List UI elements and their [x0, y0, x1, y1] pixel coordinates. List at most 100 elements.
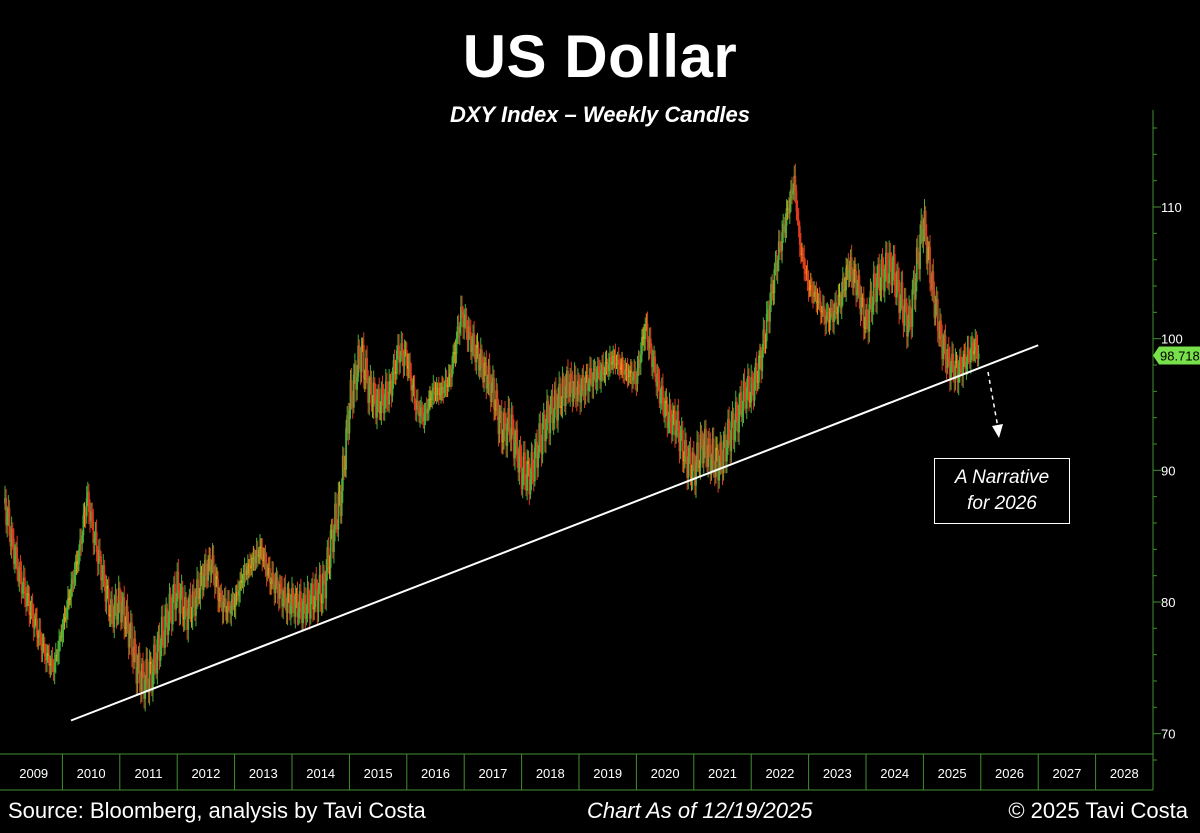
candle-body — [956, 363, 959, 383]
candle-body — [655, 376, 658, 387]
candle-body — [323, 573, 325, 580]
candle-body — [841, 278, 844, 294]
candle-body — [372, 382, 375, 407]
candle-body — [881, 259, 884, 269]
candle-body — [164, 615, 166, 648]
candle-body — [62, 619, 65, 630]
candle-body — [666, 403, 669, 428]
candle-body — [799, 244, 802, 256]
candle-body — [863, 327, 866, 329]
candle-body — [775, 261, 778, 272]
x-axis: 2009 2010 2011 2012 2013 2014 2015 2016 2017 2018… — [0, 753, 1154, 791]
candle-body — [99, 550, 101, 557]
candle-body — [532, 471, 535, 482]
candle-body — [641, 337, 643, 355]
candle-body — [717, 449, 719, 481]
candle-body — [69, 597, 72, 600]
candle-body — [773, 269, 776, 294]
candle-body — [269, 568, 271, 583]
candle-body — [921, 220, 924, 243]
candle-body — [835, 302, 838, 314]
candle-body — [498, 416, 501, 435]
candle-body — [849, 257, 852, 271]
candle-body — [969, 348, 972, 363]
candle-body — [514, 443, 516, 459]
candle-body — [25, 594, 27, 607]
candle-body — [237, 592, 239, 597]
candle-body — [741, 410, 744, 417]
candle-body — [838, 295, 841, 297]
candle-body — [536, 441, 538, 468]
candle-body — [409, 361, 412, 376]
candle-body — [845, 267, 848, 291]
candle-body — [46, 653, 48, 661]
candle-body — [552, 417, 555, 423]
candle-body — [218, 599, 221, 601]
candle-body — [600, 370, 602, 381]
candle-body — [510, 414, 513, 440]
candle-body — [904, 299, 907, 304]
candle-body — [203, 559, 206, 576]
candle-body — [966, 347, 969, 363]
candle-body — [452, 352, 455, 369]
candle-body — [827, 312, 830, 323]
candle-body — [638, 359, 641, 364]
candle-body — [55, 654, 58, 656]
candle-body — [431, 392, 434, 401]
candle-body — [180, 586, 183, 594]
candle-body — [883, 269, 886, 292]
candle-body — [23, 577, 26, 595]
candle-body — [297, 611, 300, 618]
candle-body — [425, 409, 428, 414]
candle-body — [346, 415, 349, 429]
candle-body — [257, 555, 260, 557]
candle-body — [851, 275, 854, 288]
candle-body — [51, 659, 54, 666]
candle-body — [120, 600, 122, 623]
candle-body — [15, 547, 17, 557]
candle-body — [73, 574, 76, 583]
candle-body — [463, 320, 466, 328]
candle-body — [886, 252, 888, 280]
candle-body — [397, 345, 399, 351]
candle-body — [811, 285, 813, 292]
candle-body — [161, 616, 164, 636]
candle-body — [973, 351, 976, 355]
candle-body — [807, 279, 810, 290]
candle-body — [166, 608, 169, 636]
candle-body — [935, 299, 938, 304]
candle-body — [355, 364, 357, 390]
candle-body — [554, 389, 557, 403]
candle-body — [243, 569, 246, 575]
candle-body — [421, 407, 424, 417]
candle-body — [326, 547, 329, 572]
candle-body — [224, 598, 227, 612]
candle-body — [762, 329, 765, 351]
candle-body — [553, 389, 556, 418]
candle-body — [649, 338, 652, 349]
candle-body — [274, 584, 277, 594]
candle-body — [104, 586, 107, 602]
candle-body — [889, 252, 892, 260]
candle-body — [686, 455, 689, 478]
candle-body — [794, 175, 797, 191]
candle-body — [426, 408, 429, 414]
candle-body — [585, 375, 588, 377]
candle-body — [345, 428, 347, 470]
candle-body — [238, 590, 240, 597]
candle-body — [676, 411, 679, 431]
candle-body — [196, 579, 198, 597]
candle-body — [653, 356, 655, 362]
candle-body — [255, 550, 258, 557]
candle-body — [308, 600, 311, 619]
candle-body — [546, 400, 548, 431]
candle-body — [806, 272, 809, 280]
candle-body — [123, 597, 126, 628]
candle-body — [242, 574, 245, 583]
candle-body — [870, 290, 873, 313]
candle-body — [402, 356, 405, 366]
candle-body — [390, 381, 393, 396]
candle-body — [266, 569, 269, 576]
candle-body — [370, 377, 373, 406]
candle-body — [415, 400, 418, 410]
